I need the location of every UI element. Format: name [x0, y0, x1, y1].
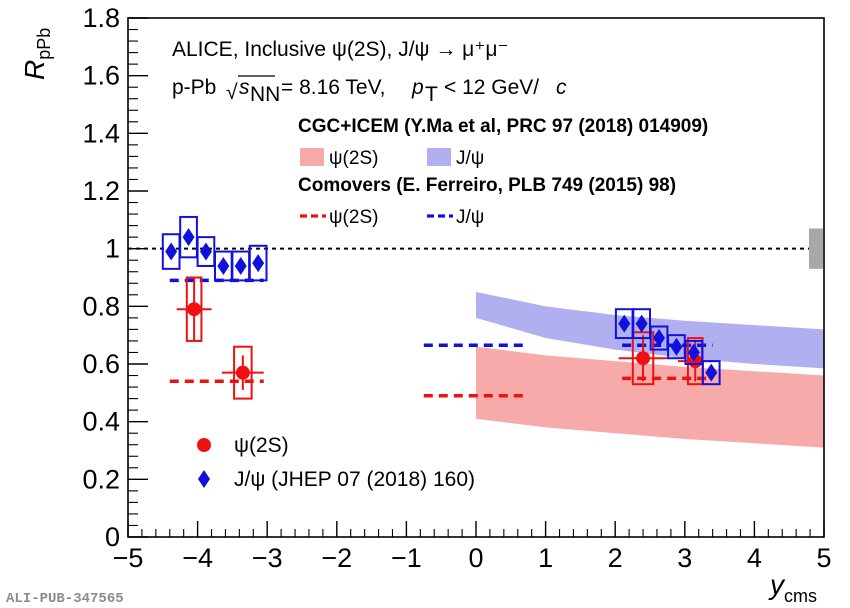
y-tick-label-5: 1	[105, 234, 120, 264]
legend-cgc-psi-label: ψ(2S)	[329, 148, 378, 169]
series-1-point-3	[217, 256, 230, 275]
series-1-point-10	[687, 343, 700, 362]
series-1-syst-box-11	[701, 360, 721, 386]
x-tick-label-8: 3	[677, 543, 692, 573]
x-tick-label-3: −2	[321, 543, 352, 573]
annotation-line2-sub: NN	[250, 83, 280, 106]
y-tick-label-9: 1.8	[82, 3, 120, 33]
x-tick-label-10: 5	[816, 543, 831, 573]
global-uncertainty-rect	[809, 228, 823, 269]
x-tick-label-4: −1	[391, 543, 422, 573]
y-tick-label-4: 0.8	[82, 291, 120, 321]
legend-cgc-jpsi-label: J/ψ	[456, 148, 484, 169]
series-0-point-0	[187, 302, 202, 317]
legend-jpsi-label: J/ψ (JHEP 07 (2018) 160)	[234, 468, 475, 491]
watermark: ALI-PUB-347565	[6, 591, 124, 607]
series-1-point-5	[252, 254, 265, 273]
annotation-line2-cut: < 12 GeV/	[444, 76, 539, 99]
series-1-point-9	[670, 337, 683, 356]
series-1-point-6	[618, 314, 631, 333]
y-axis-ticks: 0 0.2 0.4 0.6 0.8 1 1.2 1.4 1.6 1.8	[82, 3, 148, 552]
annotation-line2-c: c	[556, 76, 567, 99]
series-1-point-0	[165, 242, 178, 261]
annotation-line2-p-sub: T	[425, 83, 438, 106]
annotation-line2: p-Pb √ s NN = 8.16 TeV, p T < 12 GeV/ c	[172, 75, 567, 106]
annotation-line1: ALICE, Inclusive ψ(2S), J/ψ → μ⁺μ⁻	[172, 38, 509, 61]
y-axis-title-sub: pPb	[34, 28, 54, 60]
x-tick-label-5: 0	[468, 543, 483, 573]
sqrt-symbol: √	[226, 81, 238, 104]
x-axis-title-sub: cms	[784, 586, 817, 606]
annotation-line2-prefix: p-Pb	[172, 76, 216, 99]
annotation-line2-energy: = 8.16 TeV,	[281, 76, 386, 99]
y-tick-label-2: 0.4	[82, 407, 120, 437]
y-tick-label-1: 0.2	[82, 464, 120, 494]
legend-psi-marker	[197, 438, 211, 452]
legend-cgc-psi-swatch	[300, 148, 324, 166]
x-tick-label-6: 1	[538, 543, 553, 573]
series-1-syst-box-10	[684, 339, 704, 365]
y-tick-label-6: 1.2	[82, 176, 120, 206]
annotation-line2-p: p	[411, 76, 424, 99]
global-uncertainty-box	[809, 228, 823, 269]
legend-comovers-jpsi-label: J/ψ	[456, 207, 484, 228]
x-axis-title: ycms	[768, 569, 817, 606]
legend-cgc-jpsi-swatch	[427, 148, 451, 166]
legend-comovers-psi-label: ψ(2S)	[329, 207, 378, 228]
series-1-point-7	[635, 314, 648, 333]
series-0-point-2	[636, 351, 651, 366]
x-tick-label-2: −3	[252, 543, 283, 573]
series-1-point-1	[182, 228, 195, 247]
series-1-syst-box-7	[632, 308, 652, 340]
legend-psi-label: ψ(2S)	[234, 434, 289, 457]
x-tick-label-7: 2	[608, 543, 623, 573]
legend-jpsi-marker	[198, 470, 210, 488]
band-0	[476, 346, 824, 448]
y-axis-title: RpPb	[19, 28, 54, 80]
x-tick-label-9: 4	[747, 543, 762, 573]
x-tick-label-1: −4	[182, 543, 213, 573]
model1-title: CGC+ICEM (Y.Ma et al, PRC 97 (2018) 0149…	[298, 116, 708, 137]
series-1-point-8	[653, 329, 666, 348]
y-tick-label-8: 1.6	[82, 61, 120, 91]
series-0-point-1	[235, 365, 250, 380]
y-tick-label-7: 1.4	[82, 118, 120, 148]
series-1-syst-box-5	[248, 244, 268, 282]
data-points	[161, 215, 721, 400]
model2-title: Comovers (E. Ferreiro, PLB 749 (2015) 98…	[298, 175, 676, 196]
x-axis-ticks: −5 −4 −3 −2 −1 0 1 2 3 4 5	[113, 521, 832, 573]
annotation-line2-s: s	[239, 76, 250, 99]
y-tick-label-0: 0	[105, 522, 120, 552]
series-1-point-4	[234, 256, 247, 275]
x-tick-label-0: −5	[113, 543, 144, 573]
series-1-point-2	[199, 242, 212, 261]
y-tick-label-3: 0.6	[82, 349, 120, 379]
series-1-point-11	[705, 363, 718, 382]
